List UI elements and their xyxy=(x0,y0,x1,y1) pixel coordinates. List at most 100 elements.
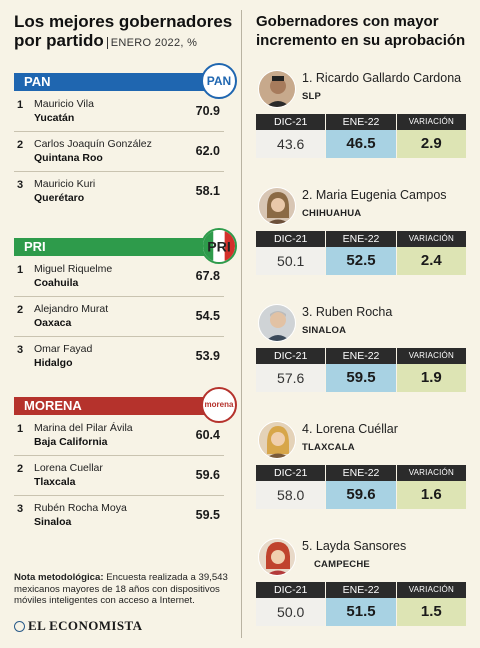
governor-name: Rubén Rocha Moya xyxy=(34,502,127,514)
state-name: Yucatán xyxy=(34,112,75,124)
rank: 3 xyxy=(17,179,24,191)
table-row: 50.0 51.5 1.5 xyxy=(256,598,466,626)
party-bar-pan: PAN PAN xyxy=(14,63,237,99)
score-value: 54.5 xyxy=(195,309,220,323)
party-bar-morena: MORENA morena xyxy=(14,387,237,423)
gov-row: 3 Mauricio Kuri Querétaro 58.1 xyxy=(14,174,224,212)
pan-logo-text: PAN xyxy=(206,74,232,88)
governor-name: 4. Lorena Cuéllar xyxy=(302,422,398,436)
brand-logo: EL ECONOMISTA xyxy=(14,618,142,634)
governor-name: Alejandro Murat xyxy=(34,303,109,315)
rank: 3 xyxy=(17,503,24,515)
approval-table: DIC-21 ENE-22 VARIACIÓN 58.0 59.6 1.6 xyxy=(256,465,466,509)
score-value: 67.8 xyxy=(195,269,220,283)
table-header: DIC-21 ENE-22 VARIACIÓN xyxy=(256,465,466,481)
header-ene: ENE-22 xyxy=(326,465,396,481)
state-name: Hidalgo xyxy=(34,357,73,369)
governor-label: 1. Ricardo Gallardo Cardona SLP xyxy=(302,70,467,105)
rank: 2 xyxy=(17,304,24,316)
governor-photo xyxy=(258,421,296,459)
state-code: CAMPECHE xyxy=(314,559,370,570)
header-ene: ENE-22 xyxy=(326,348,396,364)
value-dic: 43.6 xyxy=(256,130,326,158)
header-dic: DIC-21 xyxy=(256,114,326,130)
score-value: 58.1 xyxy=(195,184,220,198)
header-var: VARIACIÓN xyxy=(396,465,466,481)
state-name: Baja California xyxy=(34,436,108,448)
header-ene: ENE-22 xyxy=(326,114,396,130)
table-header: DIC-21 ENE-22 VARIACIÓN xyxy=(256,114,466,130)
rank: 1 xyxy=(17,99,24,111)
brand-mark-icon xyxy=(14,620,25,632)
left-subtitle: ENERO 2022, % xyxy=(106,37,198,49)
header-var: VARIACIÓN xyxy=(396,114,466,130)
governor-photo xyxy=(258,187,296,225)
left-title: Los mejores gobernadores por partido ENER… xyxy=(14,12,234,53)
gov-row: 2 Carlos Joaquín González Quintana Roo 6… xyxy=(14,134,224,172)
header-ene: ENE-22 xyxy=(326,231,396,247)
value-ene: 59.6 xyxy=(326,481,396,509)
score-value: 60.4 xyxy=(195,428,220,442)
governor-label: 3. Ruben Rocha SINALOA xyxy=(302,304,467,339)
party-label-pan: PAN xyxy=(24,74,51,89)
governor-name: Marina del Pilar Ávila xyxy=(34,422,133,434)
state-name: Coahuila xyxy=(34,277,79,289)
value-dic: 50.1 xyxy=(256,247,326,275)
increase-card: 5. Layda Sansores CAMPECHE DIC-21 ENE-22… xyxy=(256,538,466,648)
header-var: VARIACIÓN xyxy=(396,348,466,364)
governor-name: Omar Fayad xyxy=(34,343,93,355)
approval-table: DIC-21 ENE-22 VARIACIÓN 43.6 46.5 2.9 xyxy=(256,114,466,158)
pri-flag-graphic: PRI xyxy=(203,230,235,262)
pan-logo-icon: PAN xyxy=(201,63,237,99)
header-ene: ENE-22 xyxy=(326,582,396,598)
table-row: 43.6 46.5 2.9 xyxy=(256,130,466,158)
party-label-morena: MORENA xyxy=(24,398,82,413)
state-code: SINALOA xyxy=(302,325,347,336)
portrait-male-icon xyxy=(259,71,295,107)
rank: 1 xyxy=(17,264,24,276)
pri-logo-icon: PRI xyxy=(201,228,237,264)
approval-table: DIC-21 ENE-22 VARIACIÓN 50.0 51.5 1.5 xyxy=(256,582,466,626)
gov-row: 2 Alejandro Murat Oaxaca 54.5 xyxy=(14,299,224,337)
gov-row: 1 Marina del Pilar Ávila Baja California… xyxy=(14,418,224,456)
table-header: DIC-21 ENE-22 VARIACIÓN xyxy=(256,348,466,364)
approval-table: DIC-21 ENE-22 VARIACIÓN 57.6 59.5 1.9 xyxy=(256,348,466,392)
governor-photo xyxy=(258,304,296,342)
column-divider xyxy=(241,10,242,638)
rank: 2 xyxy=(17,139,24,151)
header-var: VARIACIÓN xyxy=(396,231,466,247)
pri-logo-text: PRI xyxy=(207,239,231,255)
left-title-text: Los mejores gobernadores por partido xyxy=(14,12,233,50)
governor-label: 2. Maria Eugenia Campos CHIHUAHUA xyxy=(302,187,467,222)
rank: 2 xyxy=(17,463,24,475)
state-name: Tlaxcala xyxy=(34,476,76,488)
score-value: 53.9 xyxy=(195,349,220,363)
gov-row: 1 Mauricio Vila Yucatán 70.9 xyxy=(14,94,224,132)
state-code: SLP xyxy=(302,91,322,102)
header-dic: DIC-21 xyxy=(256,348,326,364)
value-dic: 50.0 xyxy=(256,598,326,626)
gov-row: 2 Lorena Cuellar Tlaxcala 59.6 xyxy=(14,458,224,496)
header-dic: DIC-21 xyxy=(256,231,326,247)
governor-name: 1. Ricardo Gallardo Cardona xyxy=(302,71,462,85)
value-var: 1.9 xyxy=(396,364,466,392)
state-name: Querétaro xyxy=(34,192,85,204)
table-row: 50.1 52.5 2.4 xyxy=(256,247,466,275)
portrait-female-icon xyxy=(259,188,295,224)
state-code: CHIHUAHUA xyxy=(302,208,362,219)
increase-card: 2. Maria Eugenia Campos CHIHUAHUA DIC-21… xyxy=(256,187,466,299)
governor-label: 4. Lorena Cuéllar TLAXCALA xyxy=(302,421,467,456)
state-code: TLAXCALA xyxy=(302,442,355,453)
left-header: Los mejores gobernadores por partido ENER… xyxy=(14,12,234,53)
brand-text: EL ECONOMISTA xyxy=(28,618,143,633)
rank: 1 xyxy=(17,423,24,435)
value-var: 2.4 xyxy=(396,247,466,275)
note-text: Encuesta realizada a 39,543 mexicanos ma… xyxy=(14,572,228,606)
value-ene: 46.5 xyxy=(326,130,396,158)
right-title: Gobernadores con mayor incremento en su … xyxy=(256,13,466,49)
governor-name: Lorena Cuellar xyxy=(34,462,103,474)
governor-name: Mauricio Vila xyxy=(34,98,94,110)
score-value: 59.5 xyxy=(195,508,220,522)
governor-name: Mauricio Kuri xyxy=(34,178,96,190)
score-value: 62.0 xyxy=(195,144,220,158)
